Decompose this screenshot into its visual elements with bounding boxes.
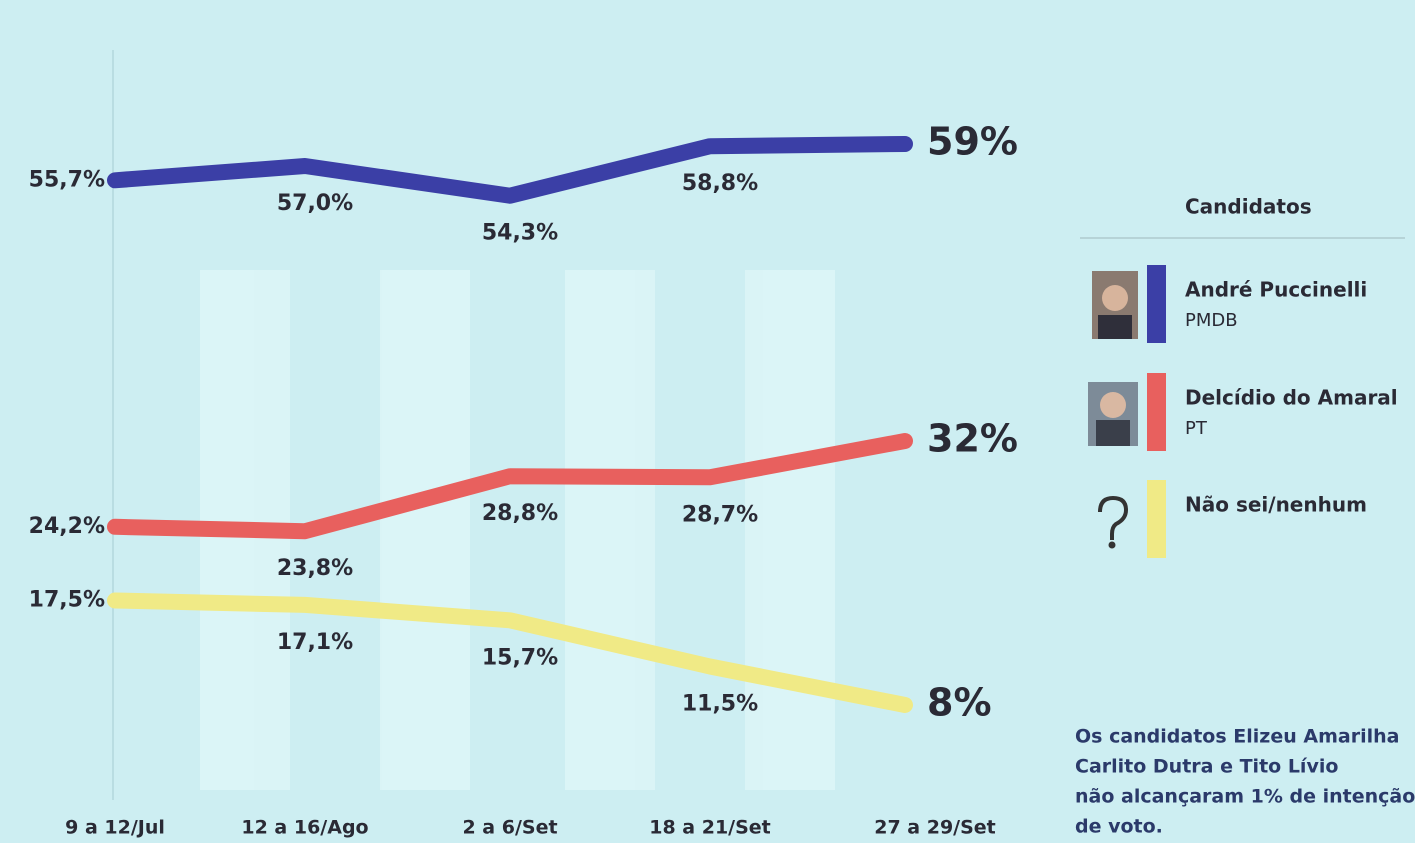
data-label: 15,7% xyxy=(482,645,558,670)
x-tick-label: 2 a 6/Set xyxy=(462,817,557,839)
data-label: 17,1% xyxy=(277,630,353,655)
note: Carlito Dutra e Tito Lívio xyxy=(1075,756,1338,778)
question-dot xyxy=(1109,542,1116,549)
data-label: 55,7% xyxy=(29,167,105,192)
legend-party: PT xyxy=(1185,418,1208,439)
chart: Candidatos 9 a 12/Jul 12 a 16/Ago 2 a 6/Se… xyxy=(0,0,1415,843)
legend-swatch xyxy=(1147,373,1166,451)
legend-party: PMDB xyxy=(1185,310,1238,331)
x-tick-label: 27 a 29/Set xyxy=(874,817,996,839)
photo xyxy=(1092,271,1138,339)
legend-title: Candidatos xyxy=(1185,195,1312,219)
x-tick-label: 9 a 12/Jul xyxy=(65,817,165,839)
data-label: 28,7% xyxy=(682,502,758,527)
x-tick-label: 18 a 21/Set xyxy=(649,817,771,839)
x-tick-label: 12 a 16/Ago xyxy=(241,817,368,839)
note: Os candidatos Elizeu Amarilha xyxy=(1075,726,1399,748)
data-label: 32% xyxy=(927,417,1018,461)
data-label: 24,2% xyxy=(29,514,105,539)
legend-swatch xyxy=(1147,480,1166,558)
data-label: 58,8% xyxy=(682,171,758,196)
data-label: 59% xyxy=(927,120,1018,164)
photo xyxy=(1088,382,1138,446)
legend-label: Não sei/nenhum xyxy=(1185,493,1367,517)
legend-label: Delcídio do Amaral xyxy=(1185,386,1398,410)
legend-swatch xyxy=(1147,265,1166,343)
data-label: 23,8% xyxy=(277,556,353,581)
data-label: 11,5% xyxy=(682,692,758,717)
note: de voto. xyxy=(1075,816,1163,838)
data-label: 57,0% xyxy=(277,191,353,216)
data-label: 28,8% xyxy=(482,501,558,526)
note: não alcançaram 1% de intenção xyxy=(1075,786,1415,808)
legend-label: André Puccinelli xyxy=(1185,278,1367,302)
data-label: 17,5% xyxy=(29,588,105,613)
data-label: 54,3% xyxy=(482,221,558,246)
data-label: 8% xyxy=(927,681,992,725)
